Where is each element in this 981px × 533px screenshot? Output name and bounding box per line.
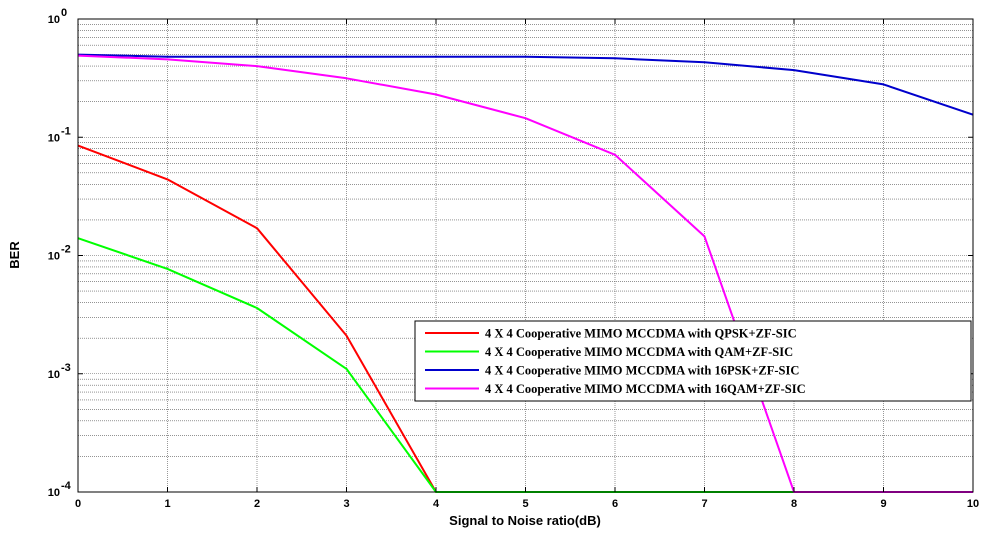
legend-label-1: 4 X 4 Cooperative MIMO MCCDMA with QPSK+… [485,327,797,341]
y-tick-exponent: -2 [61,244,71,256]
y-tick-label: 10 [48,369,60,381]
legend-box [414,320,972,402]
legend-label-2: 4 X 4 Cooperative MIMO MCCDMA with QAM+Z… [485,345,793,359]
series-line-3 [77,53,974,116]
grid [78,19,973,492]
y-tick-label: 10 [48,487,60,499]
y-tick-label: 10 [48,132,60,144]
y-tick-exponent: -3 [61,362,71,374]
y-tick-label: 10 [48,14,60,26]
legend-label-4: 4 X 4 Cooperative MIMO MCCDMA with 16QAM… [485,382,806,396]
y-tick-exponent: -1 [61,125,71,137]
y-tick-label: 10 [48,251,60,263]
x-tick-label: 0 [75,498,81,510]
x-tick-label: 10 [967,498,979,510]
legend: 4 X 4 Cooperative MIMO MCCDMA with QPSK+… [414,320,972,402]
x-tick-label: 7 [701,498,707,510]
x-tick-label: 2 [254,498,260,510]
x-tick-label: 6 [612,498,618,510]
y-tick-exponent: 0 [61,7,67,19]
x-tick-label: 8 [791,498,797,510]
x-tick-label: 9 [880,498,886,510]
x-tick-label: 3 [343,498,349,510]
x-tick-label: 4 [433,498,440,510]
y-tick-exponent: -4 [61,480,72,492]
x-tick-label: 1 [164,498,170,510]
x-axis-label: Signal to Noise ratio(dB) [449,513,601,528]
x-tick-labels: 0 1 2 3 4 5 6 7 8 9 10 [75,19,979,510]
legend-label-3: 4 X 4 Cooperative MIMO MCCDMA with 16PSK… [485,364,799,378]
x-tick-label: 5 [522,498,528,510]
y-axis-label: BER [7,241,22,269]
